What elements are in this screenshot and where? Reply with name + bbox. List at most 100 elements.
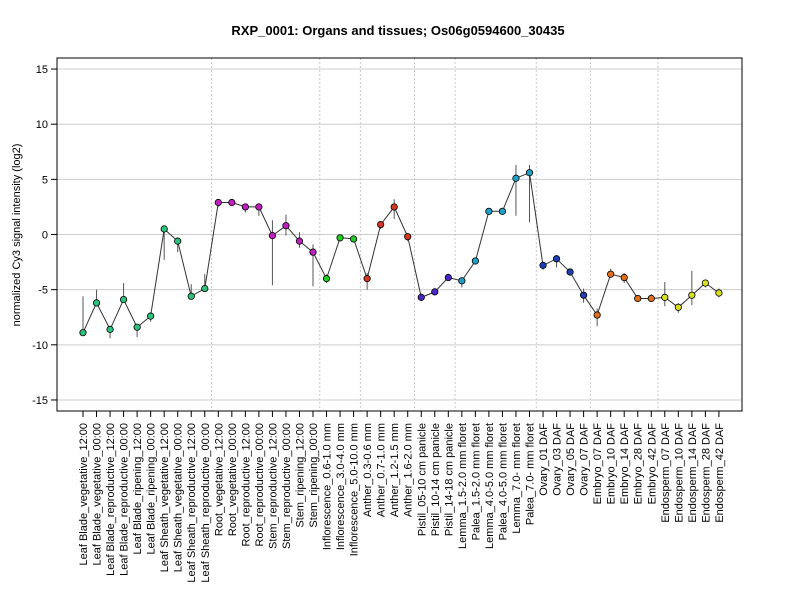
data-point-23 xyxy=(390,203,398,211)
data-point-14 xyxy=(268,232,277,240)
x-tick-label-8: Leaf Sheath_reproductive_12:00 xyxy=(186,423,198,583)
data-point-15 xyxy=(282,222,290,230)
data-point-33 xyxy=(525,169,534,177)
x-tick-label-28: Lemma_1.5-2.0 mm floret xyxy=(457,423,469,549)
data-point-24 xyxy=(404,233,412,241)
x-tick-label-32: Lemma_7.0- mm floret xyxy=(511,423,523,534)
x-tick-label-2: Leaf Blade_reproductive_12:00 xyxy=(105,423,117,576)
x-axis: Leaf Blade_vegetative_12:00 Leaf Blade_ve… xyxy=(78,411,726,583)
x-tick-label-12: Root_reproductive_12:00 xyxy=(240,423,252,547)
x-tick-label-15: Stem_reproductive_00:00 xyxy=(281,423,293,549)
data-point-2 xyxy=(106,325,114,333)
data-point-12 xyxy=(241,203,249,211)
x-tick-label-1: Leaf Blade_vegetative_00:00 xyxy=(92,423,104,566)
x-tick-label-45: Endosperm_14 DAF xyxy=(687,423,699,523)
x-tick-label-47: Endosperm_42 DAF xyxy=(714,423,726,523)
data-point-34 xyxy=(539,261,547,269)
x-tick-label-7: Leaf Sheath_vegetative_00:00 xyxy=(173,423,185,572)
data-point-45 xyxy=(688,291,696,299)
data-point-44 xyxy=(674,303,682,311)
x-tick-label-18: Inflorescence_0.6-1.0 mm xyxy=(322,423,334,550)
data-point-25 xyxy=(417,293,425,301)
x-tick-label-33: Palea_7.0- mm floret xyxy=(525,423,537,525)
x-tick-label-35: Ovary_03 DAF xyxy=(552,423,564,496)
data-point-6 xyxy=(160,225,168,233)
data-point-7 xyxy=(174,237,182,245)
x-tick-label-26: Pistil_10-14 cm panicle xyxy=(430,423,442,536)
x-tick-label-41: Embryo_28 DAF xyxy=(633,423,645,505)
x-tick-label-13: Root_reproductive_00:00 xyxy=(254,423,266,547)
x-tick-label-4: Leaf Blade_ripening_12:00 xyxy=(132,423,144,555)
data-point-47 xyxy=(715,289,723,297)
x-tick-label-24: Anther_1.6-2.0 mm xyxy=(403,423,415,517)
data-series xyxy=(79,165,723,339)
x-tick-label-42: Embryo_42 DAF xyxy=(646,423,658,505)
data-point-35 xyxy=(552,255,561,263)
y-axis: -15 -10 -5 0 5 10 15 xyxy=(32,64,57,407)
data-point-30 xyxy=(485,207,493,215)
x-tick-label-46: Endosperm_28 DAF xyxy=(700,423,712,523)
x-tick-label-11: Root_vegetative_00:00 xyxy=(227,423,239,536)
x-tick-label-21: Anther_0.3-0.6 mm xyxy=(362,423,374,517)
x-tick-label-5: Leaf Blade_ripening_00:00 xyxy=(146,423,158,555)
x-tick-label-14: Stem_reproductive_12:00 xyxy=(267,423,279,549)
data-point-42 xyxy=(647,294,655,303)
x-tick-label-16: Stem_ripening_12:00 xyxy=(295,423,307,528)
x-tick-label-6: Leaf Sheath_vegetative_12:00 xyxy=(159,423,171,572)
data-point-9 xyxy=(201,284,209,293)
x-tick-label-29: Palea_1.5-2.0 mm floret xyxy=(470,423,482,540)
x-tick-label-31: Palea_4.0-5.0 mm floret xyxy=(497,423,509,540)
x-tick-label-17: Stem_ripening_00:00 xyxy=(308,423,320,528)
data-point-5 xyxy=(147,312,155,320)
x-tick-label-30: Lemma_4.0-5.0 mm floret xyxy=(484,423,496,549)
x-tick-label-23: Anther_1.2-1.5 mm xyxy=(389,423,401,517)
data-point-46 xyxy=(701,279,709,287)
data-point-19 xyxy=(336,234,344,242)
grid-lines xyxy=(57,58,742,411)
data-point-32 xyxy=(512,174,520,182)
data-point-39 xyxy=(607,270,615,278)
y-axis-label: normalized Cy3 signal intensity (log2) xyxy=(11,144,23,327)
data-point-3 xyxy=(119,295,128,304)
x-tick-label-40: Embryo_14 DAF xyxy=(619,423,631,505)
data-point-37 xyxy=(580,291,588,299)
data-point-21 xyxy=(363,275,371,283)
data-point-31 xyxy=(498,207,507,215)
x-tick-label-0: Leaf Blade_vegetative_12:00 xyxy=(78,423,90,566)
data-point-16 xyxy=(295,237,304,245)
x-tick-label-44: Endosperm_10 DAF xyxy=(673,423,685,523)
x-tick-label-39: Embryo_10 DAF xyxy=(606,423,618,505)
data-point-13 xyxy=(255,203,263,211)
series-line xyxy=(82,171,720,333)
x-tick-label-36: Ovary_05 DAF xyxy=(565,423,577,496)
y-tick-label-6: 15 xyxy=(36,64,48,76)
x-tick-label-19: Inflorescence_3.0-4.0 mm xyxy=(335,423,347,550)
data-point-27 xyxy=(444,273,452,282)
plot-frame xyxy=(56,57,743,412)
x-tick-label-25: Pistil_05-10 cm panicle xyxy=(416,423,428,536)
x-tick-label-9: Leaf Sheath_reproductive_00:00 xyxy=(200,423,212,583)
data-point-18 xyxy=(322,275,331,283)
data-point-22 xyxy=(377,220,385,229)
data-point-29 xyxy=(471,257,479,265)
data-point-40 xyxy=(620,273,628,282)
data-point-0 xyxy=(79,329,87,337)
data-point-26 xyxy=(431,288,439,296)
data-point-17 xyxy=(309,248,317,256)
y-tick-label-2: -5 xyxy=(38,285,48,297)
x-tick-label-34: Ovary_01 DAF xyxy=(538,423,550,496)
y-tick-label-5: 10 xyxy=(36,119,48,131)
data-point-38 xyxy=(593,311,601,319)
data-point-36 xyxy=(566,268,574,276)
data-point-4 xyxy=(133,323,141,331)
chart-title: RXP_0001: Organs and tissues; Os06g05946… xyxy=(231,23,564,38)
y-tick-label-1: -10 xyxy=(32,340,48,352)
y-tick-label-3: 0 xyxy=(42,230,48,242)
x-tick-label-38: Embryo_07 DAF xyxy=(592,423,604,505)
data-point-8 xyxy=(187,292,195,300)
y-tick-label-0: -15 xyxy=(32,395,48,407)
data-point-20 xyxy=(349,235,358,243)
x-tick-label-27: Pistil_14-18 cm panicle xyxy=(443,423,455,536)
data-point-43 xyxy=(661,293,669,301)
